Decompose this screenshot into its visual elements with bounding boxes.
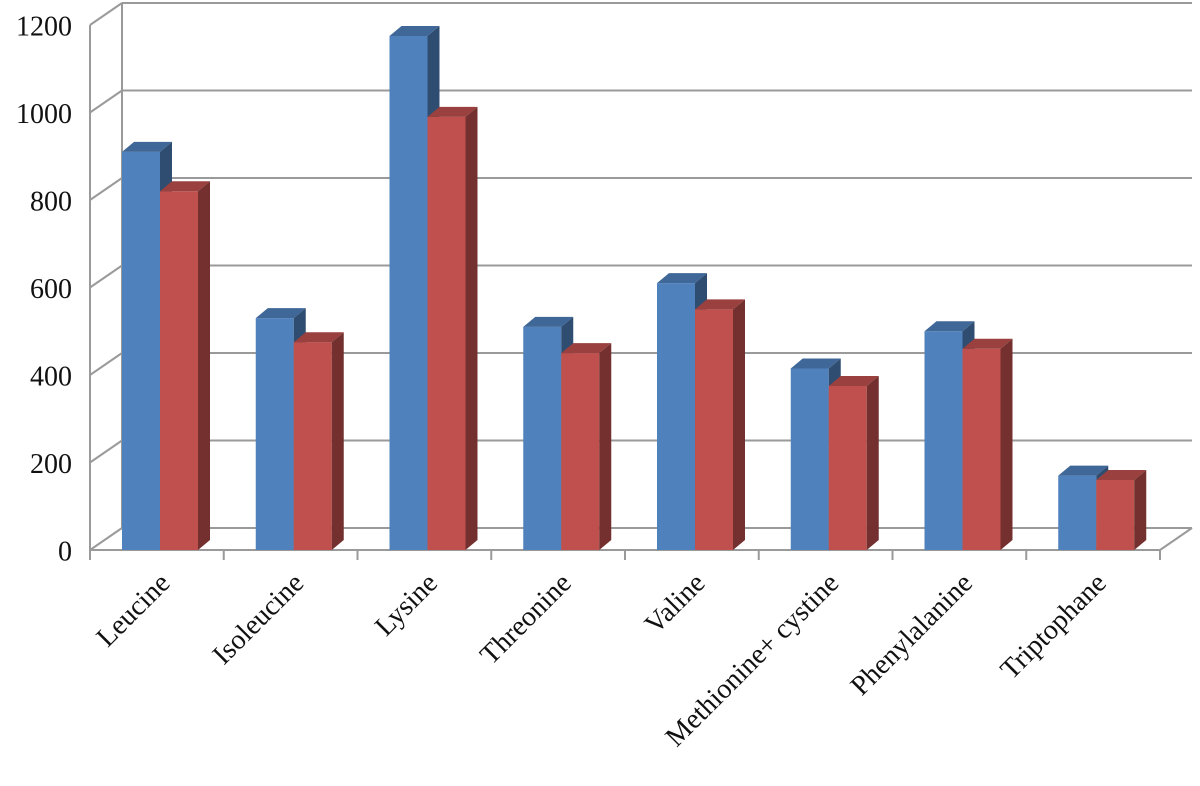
grid-line [89, 177, 123, 201]
grid-line [89, 2, 123, 26]
bar [962, 338, 1013, 550]
grid-line [89, 439, 123, 464]
grid-line [89, 352, 123, 376]
bar [828, 375, 879, 550]
bar [695, 299, 745, 550]
x-tick-label: Valine [639, 568, 712, 641]
x-tick-label: Isoleucine [207, 568, 310, 671]
y-tick-label: 400 [30, 361, 72, 392]
y-tick-label: 1000 [16, 99, 72, 130]
floor-edge [1159, 527, 1193, 551]
grid-line [89, 89, 123, 114]
x-tick-label: Phenylalanine [845, 568, 979, 702]
y-tick-label: 0 [58, 536, 72, 567]
bar [160, 181, 210, 550]
x-tick-label: Lysine [369, 568, 444, 643]
grid-line [89, 527, 123, 551]
bar [523, 316, 574, 550]
y-tick-label: 1200 [16, 11, 72, 42]
bar [293, 332, 344, 550]
bar [1096, 470, 1147, 550]
y-tick-label: 600 [30, 274, 72, 305]
bar [427, 106, 478, 550]
grid-line [89, 264, 123, 289]
y-tick-label: 200 [30, 449, 72, 480]
x-tick-label: Leucine [91, 568, 177, 654]
x-tick-label: Threonine [474, 568, 577, 671]
bar [924, 321, 975, 550]
bar [561, 343, 612, 550]
y-tick-label: 800 [30, 186, 72, 217]
x-tick-label: Triptophane [995, 568, 1113, 686]
